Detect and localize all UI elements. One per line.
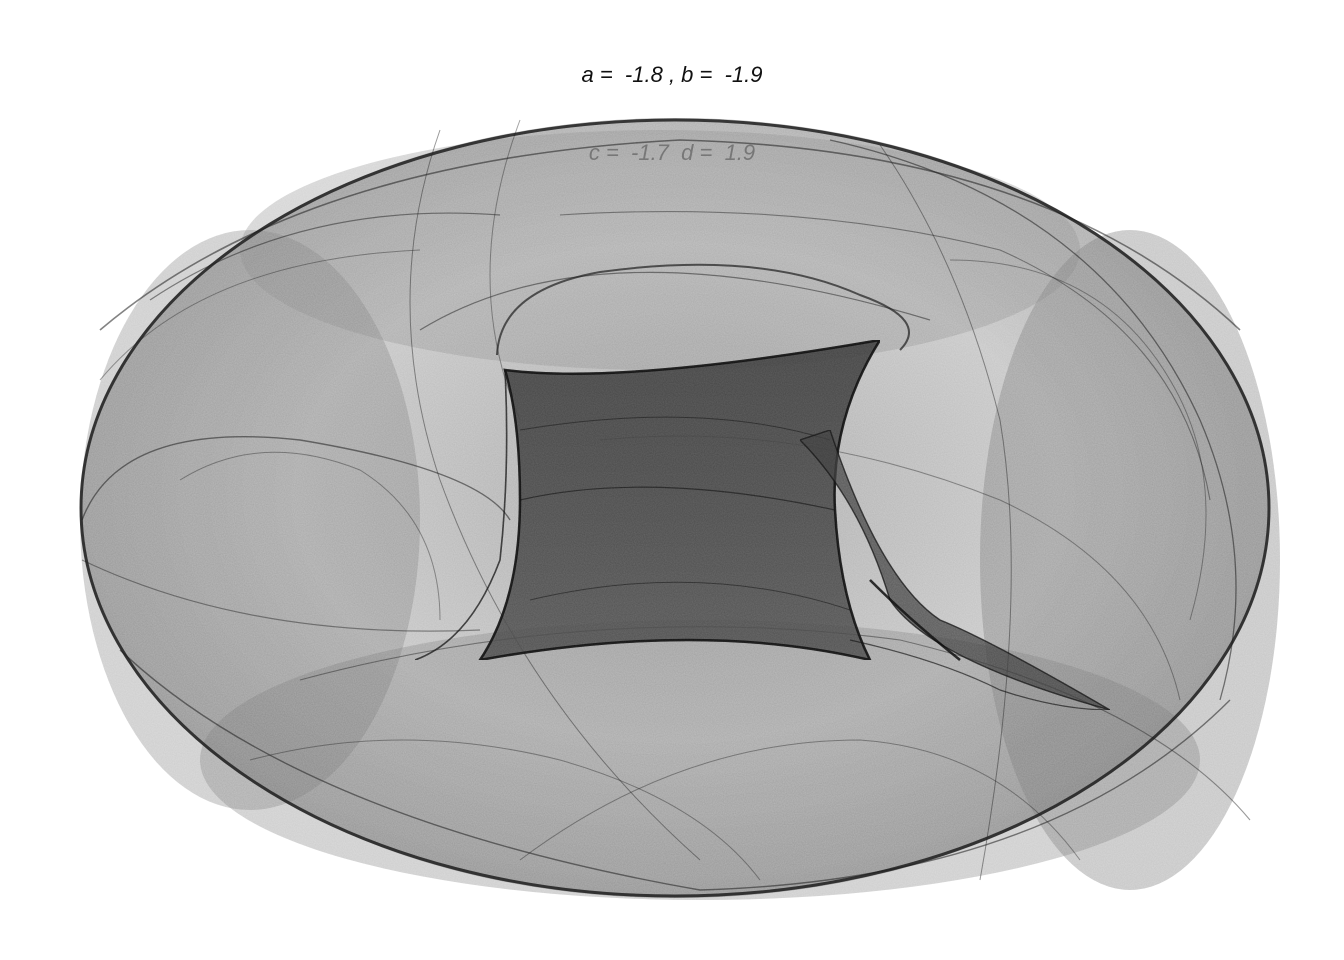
parameter-title-line-1: a = -1.8 , b = -1.9: [581, 62, 763, 87]
cusp-wedge: [798, 429, 1111, 711]
inner-rim: [419, 263, 931, 356]
central-hole: [414, 338, 883, 662]
torus-contours: [79, 118, 1271, 898]
